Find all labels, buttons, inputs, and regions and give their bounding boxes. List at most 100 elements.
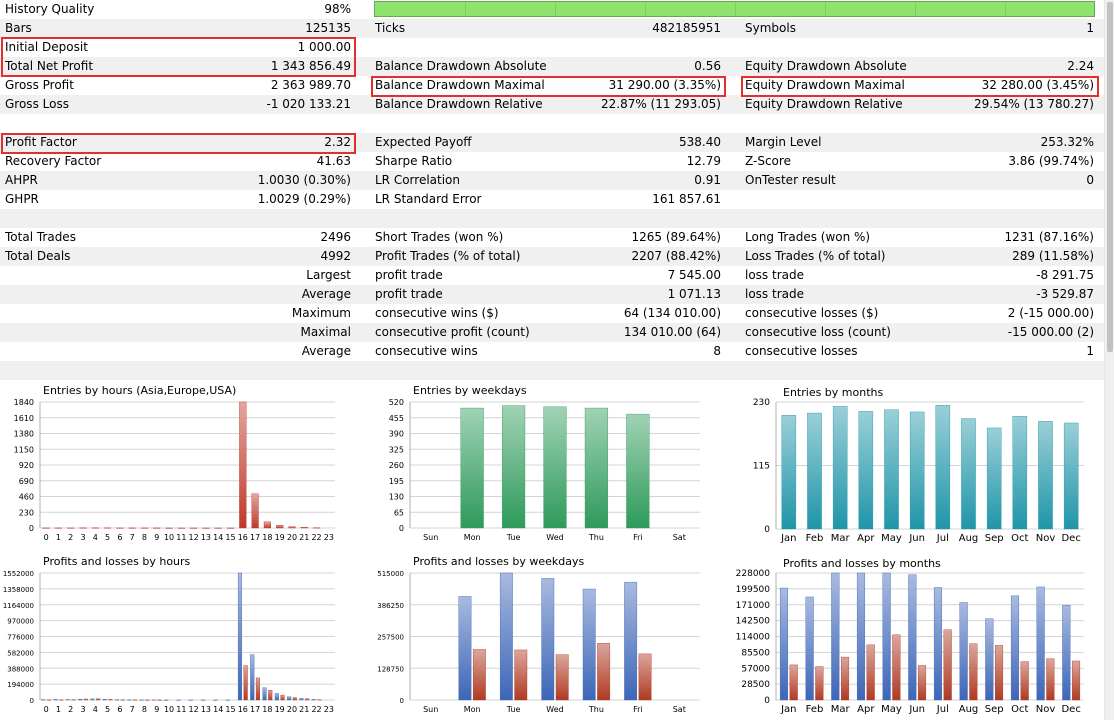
profit-bar [499,572,513,701]
equity-dd-rel-label: Equity Drawdown Relative [745,97,903,111]
table-row: Average profit trade 1 071.13 loss trade… [0,285,1104,304]
x-tick-label: 16 [238,705,248,714]
table-row: Total Trades 2496 Short Trades (won %) 1… [0,228,1104,247]
bar [961,418,976,530]
balance-dd-max-label: Balance Drawdown Maximal [375,78,545,92]
largest-profit-label: profit trade [375,268,443,282]
bar [1038,421,1053,530]
bar [288,526,296,529]
chart-title: Profits and losses by months [783,557,941,570]
x-tick-label: 5 [105,533,110,542]
x-tick-label: 22 [311,533,321,542]
x-tick-label: Jan [780,704,796,715]
table-row: Maximal consecutive profit (count) 134 0… [0,323,1104,342]
bar [79,527,87,529]
x-tick-label: 10 [164,705,174,714]
profit-bar [882,572,891,701]
table-row: Average consecutive wins 8 consecutive l… [0,342,1104,361]
y-tick-label: 325 [389,445,404,454]
x-tick-label: 0 [44,533,49,542]
x-tick-label: 20 [287,533,297,542]
x-tick-label: Fri [633,533,643,542]
chart-title: Entries by months [783,386,884,399]
vertical-scrollbar[interactable] [1104,0,1114,720]
total-trades-value: 2496 [320,230,351,244]
recovery-factor-label: Recovery Factor [5,154,102,168]
x-tick-label: Sat [673,533,686,542]
x-tick-label: Mar [831,533,851,544]
y-tick-label: 455 [389,414,404,423]
bar [584,407,609,529]
bar [1063,422,1079,530]
lr-std-error-label: LR Standard Error [375,192,482,206]
y-tick-label: 114000 [736,633,771,643]
bar [214,527,222,529]
profit-bar [287,696,292,701]
x-tick-label: Tue [506,705,521,714]
bars-value: 125135 [305,21,351,35]
balance-dd-max-value: 31 290.00 (3.35%) [608,78,721,92]
profit-bar [65,699,70,701]
profit-bar [139,699,144,701]
y-tick-label: 390 [389,430,404,439]
x-tick-label: 15 [225,705,235,714]
symbols-label: Symbols [745,21,796,35]
y-tick-label: 0 [29,524,34,533]
loss-bar [132,699,138,701]
total-trades-label: Total Trades [5,230,76,244]
largest-loss-value: -8 291.75 [1036,268,1094,282]
profit-bar [624,581,638,701]
x-tick-label: Jul [936,533,949,544]
y-tick-label: 520 [389,398,404,407]
loss-bar [108,699,113,701]
initial-deposit-value: 1 000.00 [297,40,351,54]
loss-bar [292,697,297,701]
table-row: GHPR 1.0029 (0.29%) LR Standard Error 16… [0,190,1104,209]
bar [116,527,124,529]
table-row-spacer [0,361,1104,380]
bar [202,527,210,529]
x-tick-label: Mon [464,533,481,542]
y-tick-label: 228000 [736,569,771,579]
x-tick-label: 4 [93,705,98,714]
lr-correlation-label: LR Correlation [375,173,461,187]
maximal-consec-loss-value: -15 000.00 (2) [1007,325,1094,339]
y-tick-label: 0 [400,697,404,705]
y-tick-label: 85500 [741,648,770,658]
average-loss-value: -3 529.87 [1036,287,1094,301]
total-net-profit-label: Total Net Profit [5,59,94,73]
ontester-value: 0 [1086,173,1094,187]
equity-dd-abs-label: Equity Drawdown Absolute [745,59,907,73]
x-tick-label: 6 [117,533,122,542]
y-tick-label: 1358000 [3,586,34,594]
max-consec-losses-value: 2 (-15 000.00) [1007,306,1094,320]
loss-bar [514,649,528,701]
results-table: History Quality 98% Bars 125135 Ticks 48… [0,1,1104,380]
loss-bar [120,699,125,701]
profit-bar [164,699,169,701]
chart-title: Entries by weekdays [413,384,527,397]
profit-trades-label: Profit Trades (% of total) [375,249,521,263]
gross-profit-value: 2 363 989.70 [270,78,351,92]
loss-bar [157,699,162,701]
y-tick-label: 65 [394,508,404,517]
x-tick-label: Sep [985,533,1004,544]
x-tick-label: Nov [1036,704,1056,715]
loss-bar [943,629,952,701]
profit-bar [102,699,107,701]
bar [781,415,797,530]
maximal-consec-loss-label: consecutive loss (count) [745,325,891,339]
y-tick-label: 690 [19,477,34,486]
short-trades-label: Short Trades (won %) [375,230,504,244]
x-tick-label: 10 [164,533,174,542]
history-quality-bar [374,1,1095,17]
table-row-spacer [0,209,1104,228]
scrollbar-thumb[interactable] [1107,2,1113,352]
x-tick-label: Oct [1011,533,1028,544]
pl-by-weekdays-chart: Profits and losses by weekdays 0 128750 25… [370,553,740,720]
x-tick-label: May [881,704,902,715]
profit-bar [274,693,279,701]
x-tick-label: 17 [250,533,260,542]
bar [986,427,1002,530]
y-tick-label: 230 [753,398,770,408]
